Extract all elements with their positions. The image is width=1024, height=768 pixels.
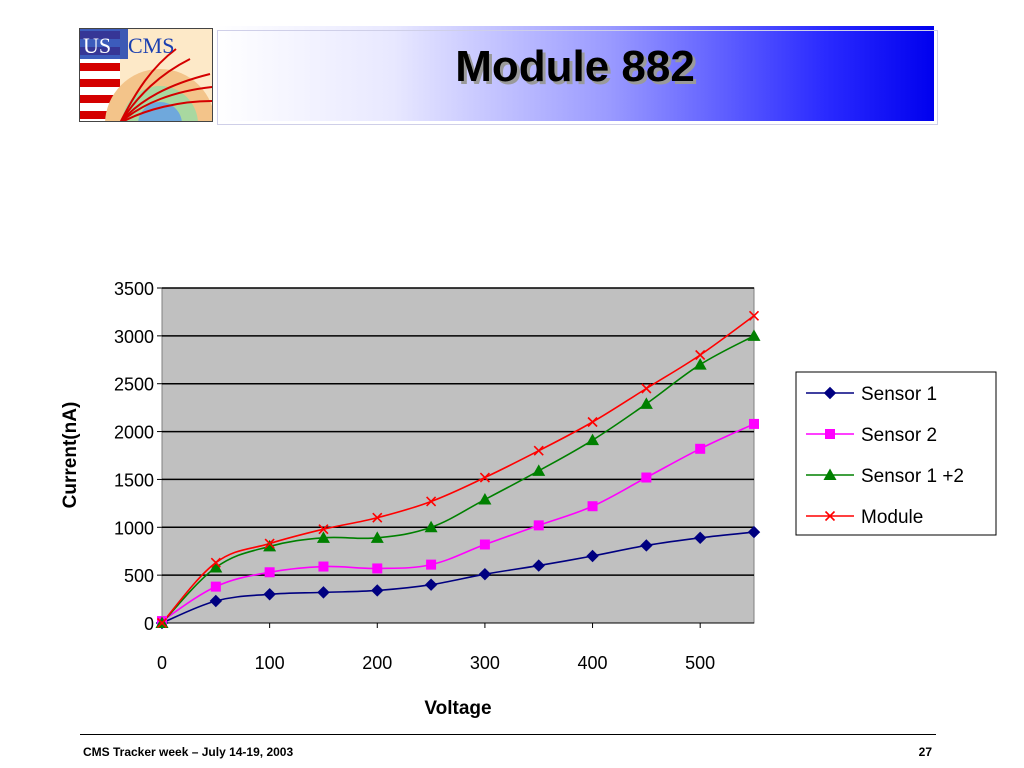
data-point-0-8 xyxy=(586,549,599,563)
data-point-1-8 xyxy=(587,501,598,512)
svg-text:CMS: CMS xyxy=(128,33,174,58)
data-point-0-6 xyxy=(478,567,492,581)
legend-label: Sensor 1 xyxy=(861,384,937,405)
data-point-3-1 xyxy=(210,557,221,568)
legend-box xyxy=(795,371,997,536)
legend-label: Sensor 1 +2 xyxy=(861,466,964,487)
series-line-2 xyxy=(161,335,755,624)
footer-event-text: CMS Tracker week – July 14-19, 2003 xyxy=(83,745,294,759)
data-point-1-4 xyxy=(372,563,383,574)
data-point-1-9 xyxy=(641,472,652,483)
y-tick-label: 500 xyxy=(124,566,154,586)
footer-rule xyxy=(80,734,936,735)
data-point-2-3 xyxy=(316,531,330,543)
x-tick-label: 100 xyxy=(255,653,285,673)
y-tick-label: 1500 xyxy=(114,470,154,490)
title-banner xyxy=(213,26,934,121)
y-tick-label: 0 xyxy=(144,614,154,634)
svg-text:US: US xyxy=(83,33,111,58)
legend-item-3: Module xyxy=(806,507,923,528)
y-axis-label: Current(nA) xyxy=(60,402,81,509)
data-point-0-5 xyxy=(424,578,438,591)
data-point-3-6 xyxy=(479,472,490,483)
data-point-2-9 xyxy=(639,397,653,409)
data-point-2-11 xyxy=(747,329,761,341)
data-point-3-3 xyxy=(318,524,329,535)
data-point-0-1 xyxy=(209,594,223,608)
data-point-0-10 xyxy=(693,531,707,545)
data-point-2-2 xyxy=(263,539,277,552)
data-point-3-11 xyxy=(748,310,760,321)
data-point-0-9 xyxy=(640,539,653,552)
data-point-1-10 xyxy=(695,443,706,454)
data-point-3-0 xyxy=(156,617,168,629)
y-tick-label: 3000 xyxy=(114,327,154,347)
x-tick-label: 500 xyxy=(685,653,715,673)
data-point-0-2 xyxy=(263,588,276,601)
legend-item-0: Sensor 1 xyxy=(806,384,937,405)
data-point-3-7 xyxy=(533,445,544,456)
legend-item-1: Sensor 2 xyxy=(806,425,937,446)
x-tick-label: 200 xyxy=(362,653,392,673)
legend-swatch-marker xyxy=(823,386,837,400)
data-point-3-8 xyxy=(587,416,598,428)
y-tick-label: 3500 xyxy=(114,279,154,299)
x-tick-label: 400 xyxy=(578,653,608,673)
data-point-3-4 xyxy=(372,512,383,523)
data-point-0-7 xyxy=(532,559,545,572)
legend-label: Module xyxy=(861,507,923,528)
data-point-3-10 xyxy=(695,349,706,361)
x-axis-label: Voltage xyxy=(424,698,491,719)
data-point-1-6 xyxy=(479,539,490,550)
data-point-0-4 xyxy=(371,584,384,597)
series-line-3 xyxy=(161,315,755,624)
x-tick-label: 0 xyxy=(157,653,167,673)
data-point-2-6 xyxy=(478,493,492,505)
data-point-1-3 xyxy=(318,561,329,572)
data-point-2-8 xyxy=(586,433,600,446)
slide-title: Module 882 xyxy=(455,42,695,91)
legend-label: Sensor 2 xyxy=(861,425,937,446)
title-banner-shadow xyxy=(217,30,938,125)
data-point-2-1 xyxy=(209,560,223,573)
data-point-2-4 xyxy=(370,531,384,543)
y-tick-label: 2500 xyxy=(114,375,154,395)
data-point-2-5 xyxy=(424,520,438,533)
data-point-2-7 xyxy=(532,464,546,476)
data-point-3-5 xyxy=(426,496,437,507)
y-tick-label: 2000 xyxy=(114,423,154,443)
data-point-3-9 xyxy=(641,383,652,394)
chart-legend: Sensor 1 Sensor 2 Sensor 1 +2 Module xyxy=(795,371,997,536)
us-cms-logo: US CMS xyxy=(79,28,213,122)
y-tick-label: 1000 xyxy=(114,518,154,538)
legend-swatch-marker xyxy=(824,510,836,522)
legend-swatch-marker xyxy=(825,429,835,439)
data-point-0-3 xyxy=(317,586,330,599)
x-tick-label: 300 xyxy=(470,653,500,673)
data-point-1-5 xyxy=(426,559,437,570)
data-point-1-11 xyxy=(749,418,759,429)
plot-area xyxy=(161,287,755,624)
legend-item-2: Sensor 1 +2 xyxy=(806,466,964,487)
data-point-2-10 xyxy=(693,358,707,370)
data-point-3-2 xyxy=(264,538,275,549)
data-point-1-2 xyxy=(264,567,275,578)
data-point-0-11 xyxy=(747,525,761,539)
page-number: 27 xyxy=(918,745,932,759)
data-point-1-7 xyxy=(533,520,544,531)
data-point-1-1 xyxy=(210,581,221,592)
legend-swatch-marker xyxy=(823,468,837,480)
